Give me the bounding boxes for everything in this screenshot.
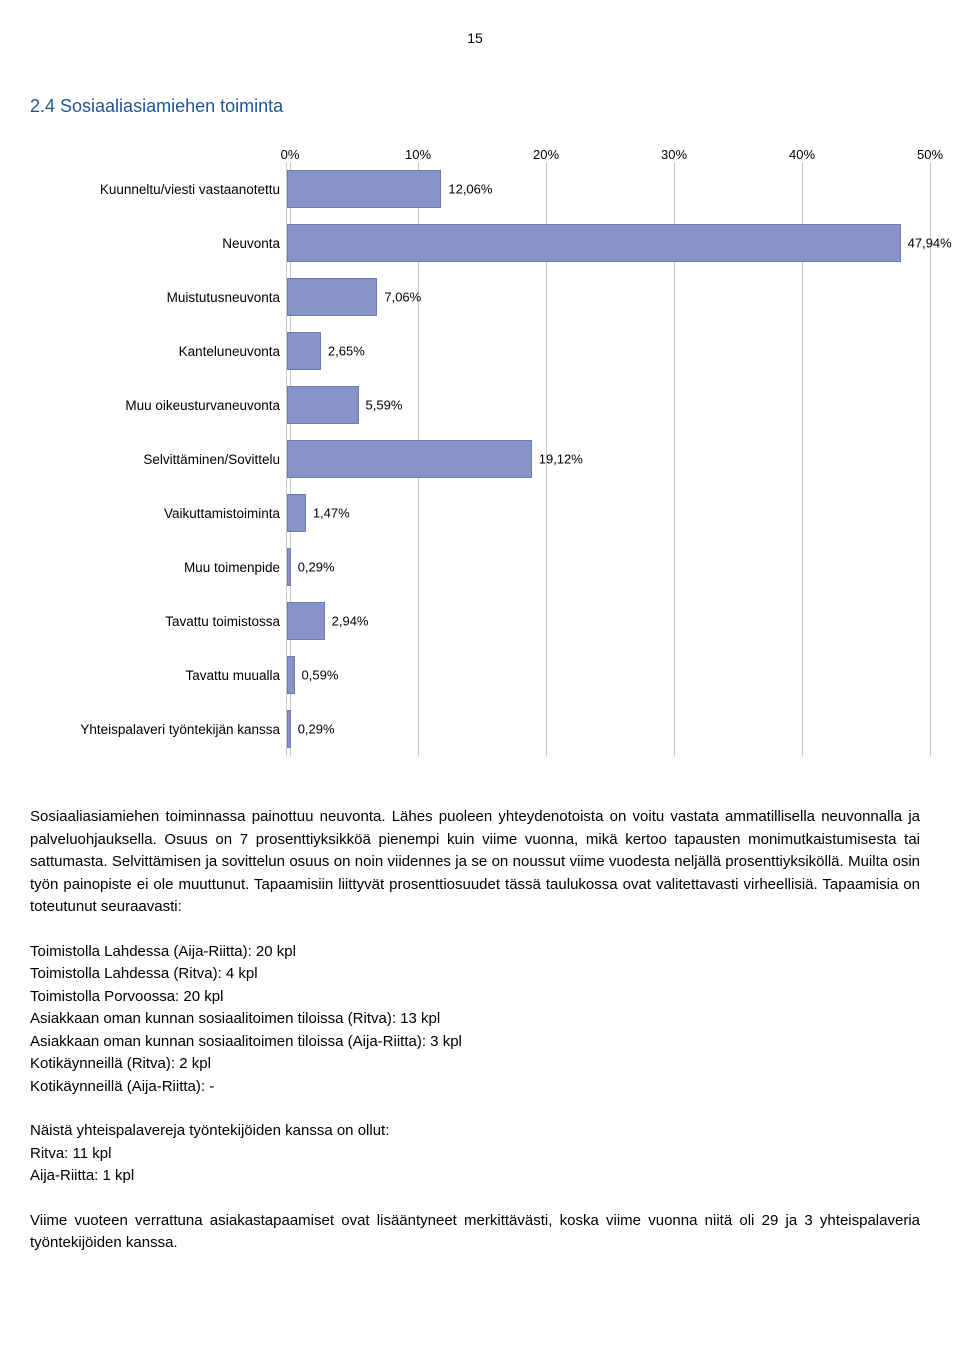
chart-bar-label: Yhteispalaveri työntekijän kanssa: [60, 722, 286, 737]
chart-bar-label: Muu toimenpide: [60, 560, 286, 575]
chart-bar-track: 2,94%: [286, 594, 930, 648]
chart-bar-label: Kanteluneuvonta: [60, 344, 286, 359]
chart-bar-label: Muistutusneuvonta: [60, 290, 286, 305]
chart-bar-track: 0,29%: [286, 540, 930, 594]
body-paragraph-1: Sosiaaliasiamiehen toiminnassa painottuu…: [30, 806, 920, 919]
chart-bar-row: Muistutusneuvonta7,06%: [60, 270, 930, 324]
list-item: Kotikäynneillä (Aija-Riitta): -: [30, 1076, 920, 1099]
chart-bar-row: Tavattu muualla0,59%: [60, 648, 930, 702]
chart-bar-track: 19,12%: [286, 432, 930, 486]
chart-x-axis: 0%10%20%30%40%50%: [290, 142, 930, 162]
chart-bar-label: Kuunneltu/viesti vastaanotettu: [60, 182, 286, 197]
list-item: Toimistolla Lahdessa (Aija-Riitta): 20 k…: [30, 941, 920, 964]
chart-bar-value: 0,59%: [302, 668, 339, 683]
axis-tick-label: 0%: [281, 147, 300, 162]
chart-bar-row: Kanteluneuvonta2,65%: [60, 324, 930, 378]
chart-bar-value: 0,29%: [298, 722, 335, 737]
chart-bar-track: 5,59%: [286, 378, 930, 432]
chart-bar-label: Selvittäminen/Sovittelu: [60, 452, 286, 467]
chart-bar: 1,47%: [287, 494, 306, 532]
chart-bar-value: 0,29%: [298, 560, 335, 575]
chart-bar-label: Neuvonta: [60, 236, 286, 251]
chart-bar-track: 0,29%: [286, 702, 930, 756]
chart-bar-value: 5,59%: [366, 398, 403, 413]
chart-bar-track: 2,65%: [286, 324, 930, 378]
chart-bar-track: 12,06%: [286, 162, 930, 216]
axis-tick-label: 50%: [917, 147, 943, 162]
page-number: 15: [30, 30, 920, 46]
body-paragraph-2: Viime vuoteen verrattuna asiakastapaamis…: [30, 1210, 920, 1255]
horizontal-bar-chart: 0%10%20%30%40%50% Kuunneltu/viesti vasta…: [60, 142, 930, 756]
document-page: 15 2.4 Sosiaaliasiamiehen toiminta 0% 10%…: [0, 0, 960, 1317]
list-item: Kotikäynneillä (Ritva): 2 kpl: [30, 1053, 920, 1076]
chart-bar-row: Neuvonta47,94%: [60, 216, 930, 270]
chart-bar-label: Tavattu toimistossa: [60, 614, 286, 629]
chart-bar: 5,59%: [287, 386, 359, 424]
chart-bar-row: Tavattu toimistossa2,94%: [60, 594, 930, 648]
list-item: Ritva: 11 kpl: [30, 1143, 920, 1166]
section-title: 2.4 Sosiaaliasiamiehen toiminta: [30, 96, 920, 117]
chart-bar-value: 47,94%: [908, 236, 952, 251]
chart-bars-area: Kuunneltu/viesti vastaanotettu12,06%Neuv…: [60, 162, 930, 756]
chart-bar-row: Vaikuttamistoiminta1,47%: [60, 486, 930, 540]
chart-bar-row: Muu oikeusturvaneuvonta5,59%: [60, 378, 930, 432]
list2-intro: Näistä yhteispalavereja työntekijöiden k…: [30, 1120, 920, 1143]
chart-bar-row: Yhteispalaveri työntekijän kanssa0,29%: [60, 702, 930, 756]
list-item: Toimistolla Porvoossa: 20 kpl: [30, 986, 920, 1009]
chart-bar-track: 47,94%: [286, 216, 930, 270]
axis-tick-label: 30%: [661, 147, 687, 162]
list-item: Asiakkaan oman kunnan sosiaalitoimen til…: [30, 1008, 920, 1031]
chart-bar-label: Muu oikeusturvaneuvonta: [60, 398, 286, 413]
chart-bar-value: 12,06%: [448, 182, 492, 197]
chart-bar-track: 7,06%: [286, 270, 930, 324]
chart-bar-track: 1,47%: [286, 486, 930, 540]
chart-bar-row: Selvittäminen/Sovittelu19,12%: [60, 432, 930, 486]
chart-bar: 7,06%: [287, 278, 377, 316]
chart-bar: 12,06%: [287, 170, 441, 208]
chart-gridline: [930, 162, 931, 756]
chart-bar-track: 0,59%: [286, 648, 930, 702]
chart-bar-label: Tavattu muualla: [60, 668, 286, 683]
chart-bar: 0,29%: [287, 548, 291, 586]
list-item: Asiakkaan oman kunnan sosiaalitoimen til…: [30, 1031, 920, 1054]
chart-bar-value: 1,47%: [313, 506, 350, 521]
chart-bar: 0,59%: [287, 656, 295, 694]
chart-bar: 2,65%: [287, 332, 321, 370]
meeting-list-1: Toimistolla Lahdessa (Aija-Riitta): 20 k…: [30, 941, 920, 1099]
chart-bar: 47,94%: [287, 224, 901, 262]
axis-tick-label: 20%: [533, 147, 559, 162]
axis-tick-label: 40%: [789, 147, 815, 162]
chart-bar-value: 19,12%: [539, 452, 583, 467]
chart-bar-value: 2,65%: [328, 344, 365, 359]
chart-bar-value: 2,94%: [332, 614, 369, 629]
chart-bar: 19,12%: [287, 440, 532, 478]
meeting-list-2: Ritva: 11 kplAija-Riitta: 1 kpl: [30, 1143, 920, 1188]
list-item: Toimistolla Lahdessa (Ritva): 4 kpl: [30, 963, 920, 986]
chart-bar-row: Kuunneltu/viesti vastaanotettu12,06%: [60, 162, 930, 216]
meeting-list-2-block: Näistä yhteispalavereja työntekijöiden k…: [30, 1120, 920, 1188]
chart-bar-label: Vaikuttamistoiminta: [60, 506, 286, 521]
chart-bar-row: Muu toimenpide0,29%: [60, 540, 930, 594]
chart-bar: 2,94%: [287, 602, 325, 640]
chart-bar: 0,29%: [287, 710, 291, 748]
list-item: Aija-Riitta: 1 kpl: [30, 1165, 920, 1188]
axis-tick-label: 10%: [405, 147, 431, 162]
chart-bar-value: 7,06%: [384, 290, 421, 305]
